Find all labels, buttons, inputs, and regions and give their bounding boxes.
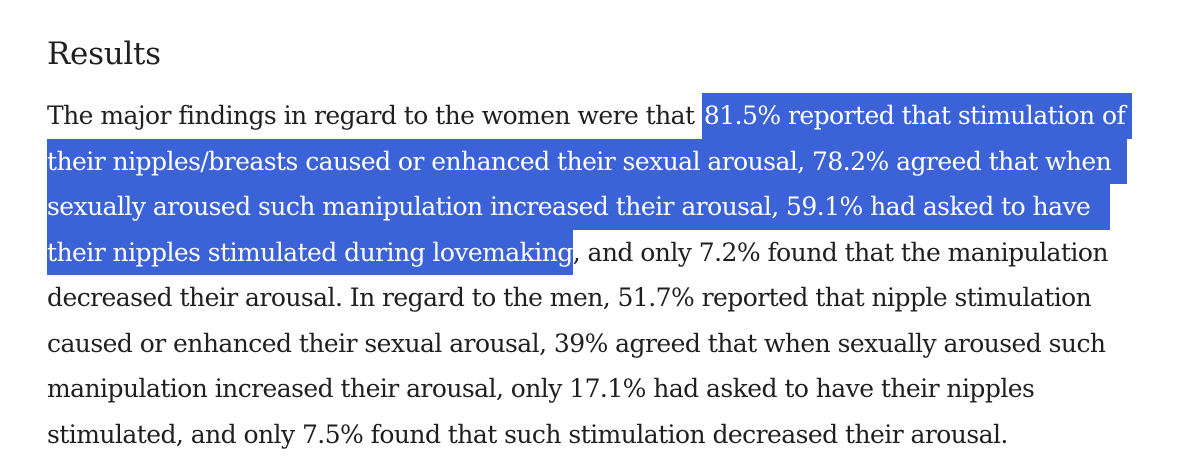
selected-text: their nipples/breasts caused or enhanced… — [47, 138, 1128, 184]
selected-text: 81.5% reported that stimulation of — [701, 93, 1133, 139]
paragraph-line: their nipples stimulated during lovemaki… — [47, 229, 1132, 275]
article-section: Results — [47, 32, 1177, 76]
paragraph-line: their nipples/breasts caused or enhanced… — [47, 138, 1132, 184]
paragraph-line: decreased their arousal. In regard to th… — [47, 283, 1092, 312]
paragraph-line: stimulated, and only 7.5% found that suc… — [47, 419, 1008, 449]
results-paragraph[interactable]: The major findings in regard to the wome… — [47, 93, 1133, 457]
selected-text: sexually aroused such manipulation incre… — [47, 184, 1111, 230]
paragraph-line: sexually aroused such manipulation incre… — [47, 184, 1132, 230]
paragraph-line: caused or enhanced their sexual arousal,… — [47, 328, 1106, 358]
plain-text: , and only 7.2% found that the manipulat… — [572, 237, 1109, 267]
paragraph-line: manipulation increased their arousal, on… — [47, 374, 1035, 403]
section-heading: Results — [47, 36, 161, 72]
plain-text: The major findings in regard to the wome… — [47, 101, 702, 130]
paragraph-line: The major findings in regard to the wome… — [47, 93, 1133, 139]
selected-text: their nipples stimulated during lovemaki… — [47, 229, 573, 275]
